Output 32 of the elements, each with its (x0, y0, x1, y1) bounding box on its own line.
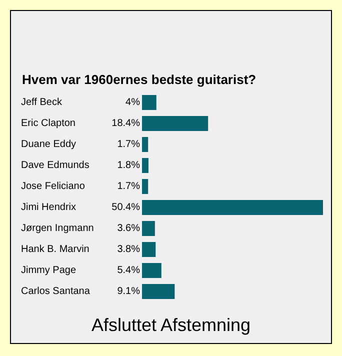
data-label: 3.6% (117, 223, 140, 234)
data-label: 50.4% (112, 202, 140, 213)
data-label: 1.8% (117, 160, 140, 171)
data-label: 3.8% (117, 244, 140, 255)
bar (142, 95, 156, 110)
y-tick-label: Dave Edmunds (21, 160, 90, 171)
bar (142, 242, 156, 257)
text: Afsluttet Afstemning (91, 315, 251, 335)
y-tick-label: Jose Feliciano (21, 181, 86, 192)
data-label: 9.1% (117, 286, 140, 297)
y-tick-label: Jimi Hendrix (21, 202, 76, 213)
bar (142, 200, 323, 215)
y-tick-label: Jørgen Ingmann (21, 223, 94, 234)
bar (142, 137, 148, 152)
data-label: 1.7% (117, 139, 140, 150)
data-label: 18.4% (112, 118, 140, 129)
y-tick-label: Hank B. Marvin (21, 244, 90, 255)
bar (142, 158, 148, 173)
bar (142, 284, 175, 299)
data-label: 4% (126, 97, 140, 108)
bar (142, 263, 162, 278)
y-tick-label: Carlos Santana (21, 286, 90, 297)
y-tick-label: Jeff Beck (21, 97, 63, 108)
bar (142, 221, 155, 236)
bar (142, 116, 208, 131)
bar (142, 179, 148, 194)
data-label: 1.7% (117, 181, 140, 192)
y-tick-label: Eric Clapton (21, 118, 76, 129)
chart-title: Hvem var 1960ernes bedste guitarist? (22, 72, 256, 87)
data-label: 5.4% (117, 265, 140, 276)
y-tick-label: Jimmy Page (21, 265, 76, 276)
y-tick-label: Duane Eddy (21, 139, 76, 150)
